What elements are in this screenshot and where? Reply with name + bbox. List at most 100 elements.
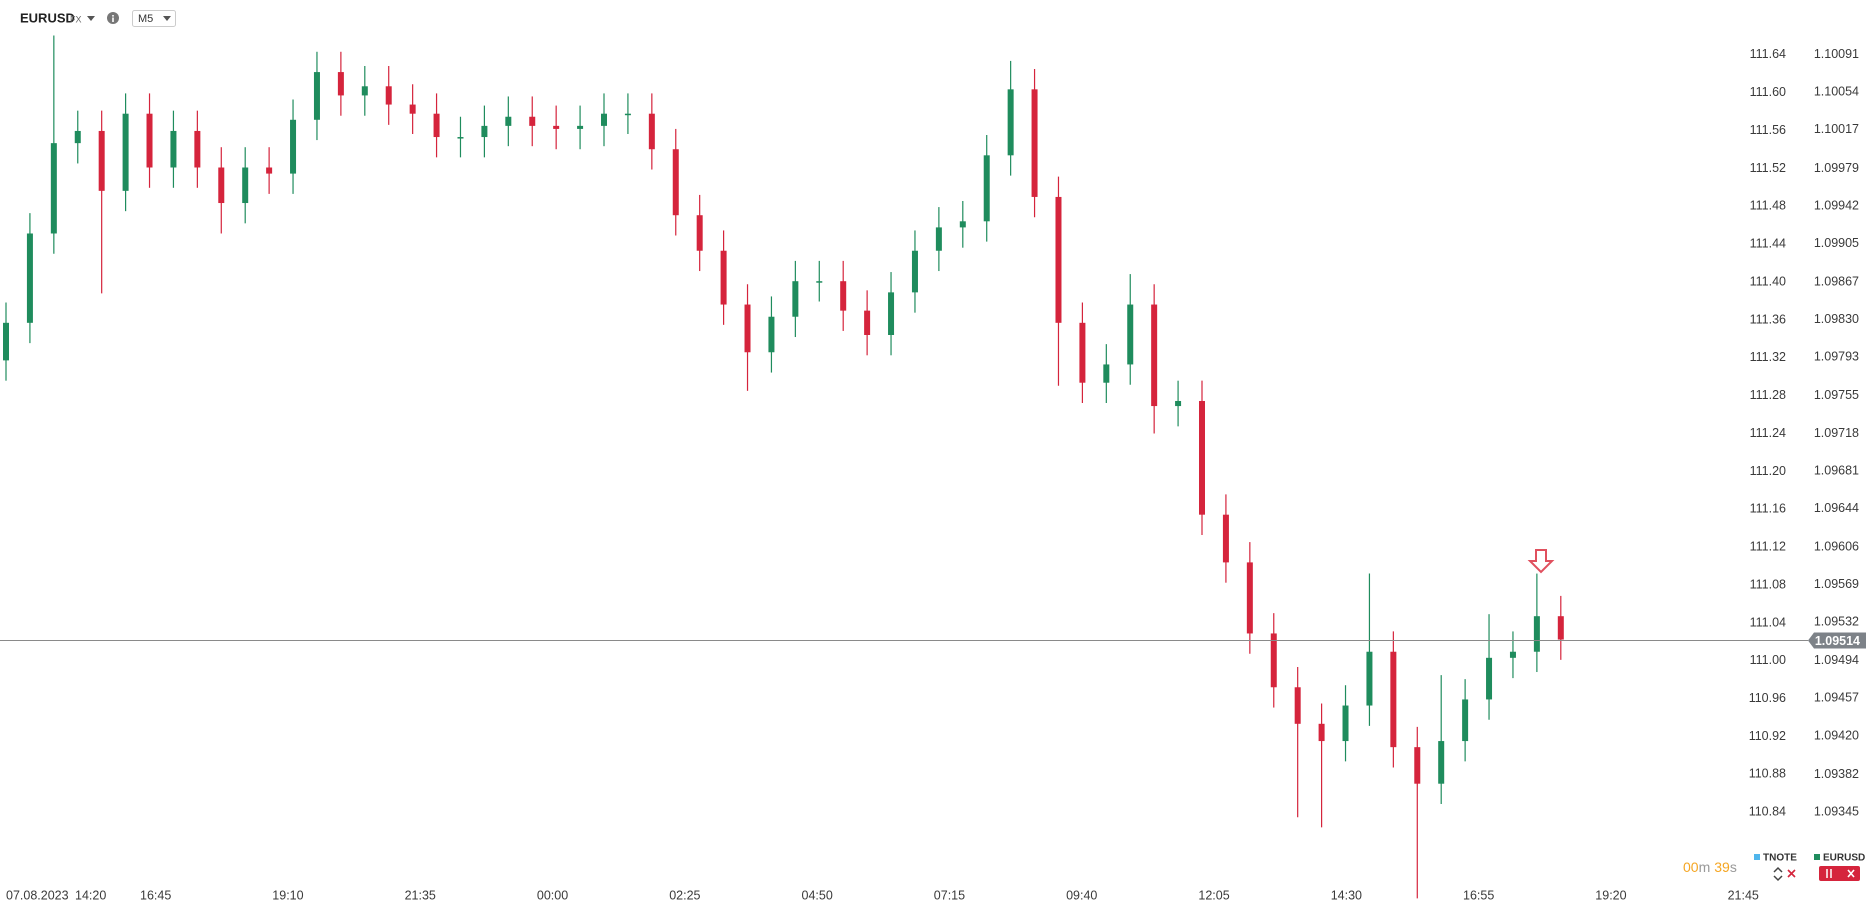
candle-body xyxy=(672,149,679,216)
candle-body xyxy=(290,119,297,174)
candle-body xyxy=(935,227,942,251)
candle-body xyxy=(744,304,751,353)
y2-tick-label: 111.36 xyxy=(1750,312,1786,326)
close-button[interactable] xyxy=(1819,866,1860,881)
candle-body xyxy=(864,310,871,335)
candle-body xyxy=(1151,304,1158,407)
candle-body xyxy=(505,116,512,126)
candle-body xyxy=(194,130,201,168)
candle-body xyxy=(577,125,584,129)
y2-tick-label: 111.60 xyxy=(1750,85,1786,99)
x-tick-label: 07:15 xyxy=(934,888,965,902)
y-tick-label: 1.10017 xyxy=(1814,122,1859,136)
last-price-tag xyxy=(1808,632,1866,649)
y2-tick-label: 110.84 xyxy=(1749,805,1786,819)
timer-minute-unit: m xyxy=(1699,859,1711,875)
y-tick-label: 1.09979 xyxy=(1814,161,1859,175)
candle-body xyxy=(218,167,225,204)
candle-body xyxy=(481,125,488,138)
timer-second-unit: s xyxy=(1730,859,1737,875)
candle-body xyxy=(624,113,631,116)
y2-tick-label: 111.04 xyxy=(1750,615,1786,629)
x-tick-label: 21:35 xyxy=(405,888,436,902)
y-tick-label: 1.09681 xyxy=(1814,463,1859,477)
y-tick-label: 1.10091 xyxy=(1814,47,1859,61)
y-tick-label: 1.09382 xyxy=(1814,767,1859,781)
candle-body xyxy=(1007,89,1014,156)
candle-body xyxy=(816,281,823,283)
move-icon[interactable] xyxy=(1773,866,1783,882)
candle-body xyxy=(457,137,464,139)
candle-body xyxy=(1294,687,1301,724)
y-tick-label: 1.09532 xyxy=(1814,615,1859,629)
candle-body xyxy=(1318,723,1325,742)
candle-body xyxy=(1366,651,1373,706)
y-tick-label: 1.09793 xyxy=(1814,350,1859,364)
last-price-label: 1.09514 xyxy=(1815,634,1860,648)
candle-body xyxy=(792,281,799,317)
legend-swatch xyxy=(1754,854,1760,860)
x-tick-label: 14:30 xyxy=(1331,888,1362,902)
candle-body xyxy=(1462,699,1469,742)
candle-body xyxy=(170,130,177,168)
symbol-dropdown[interactable] xyxy=(87,16,95,21)
candle-body xyxy=(1438,741,1445,784)
y2-tick-label: 111.16 xyxy=(1750,502,1786,516)
info-bar xyxy=(112,17,114,22)
y2-tick-label: 111.64 xyxy=(1750,47,1786,61)
timer-seconds: 39 xyxy=(1714,859,1730,875)
y-tick-label: 1.09644 xyxy=(1814,501,1859,515)
timer-minutes: 00 xyxy=(1683,859,1699,875)
y2-tick-label: 110.88 xyxy=(1749,767,1786,781)
candle-body xyxy=(1533,616,1540,652)
candle-body xyxy=(720,250,727,305)
y-tick-label: 1.09606 xyxy=(1814,539,1859,553)
candle-body xyxy=(1557,616,1564,640)
candle-timer: 00m 39s xyxy=(1683,859,1737,875)
y-tick-label: 1.10054 xyxy=(1814,85,1859,99)
x-tick-label: 19:10 xyxy=(272,888,303,902)
x-tick-label: 16:55 xyxy=(1463,888,1494,902)
candle-body xyxy=(888,292,895,335)
remove-icon[interactable] xyxy=(1787,869,1796,878)
x-tick-label: 14:20 xyxy=(75,888,106,902)
candle-body xyxy=(1127,304,1134,365)
x-tick-label: 00:00 xyxy=(537,888,568,902)
x-tick-label: 12:05 xyxy=(1198,888,1229,902)
candle-body xyxy=(1509,651,1516,658)
y-tick-label: 1.09420 xyxy=(1814,728,1859,742)
info-dot xyxy=(112,15,114,17)
y2-tick-label: 111.48 xyxy=(1750,199,1786,213)
candle-body xyxy=(1199,400,1205,515)
candle-icon xyxy=(1826,869,1832,878)
y-tick-label: 1.09830 xyxy=(1814,312,1859,326)
candle-body xyxy=(768,316,775,353)
y-tick-label: 1.09457 xyxy=(1814,691,1859,705)
y2-tick-label: 111.08 xyxy=(1750,577,1786,591)
candle-body xyxy=(361,86,368,96)
y2-tick-label: 111.00 xyxy=(1750,653,1786,667)
candle-body xyxy=(98,130,105,191)
candle-body xyxy=(1246,562,1253,634)
candle-body xyxy=(409,104,416,114)
y2-tick-label: 111.32 xyxy=(1750,350,1786,364)
y2-tick-label: 111.24 xyxy=(1750,426,1786,440)
x-tick-label: 07.08.2023 xyxy=(6,888,69,902)
y2-tick-label: 111.52 xyxy=(1750,161,1786,175)
candle-body xyxy=(146,113,153,168)
candle-body xyxy=(50,143,57,234)
candle-body xyxy=(1342,705,1349,742)
y-tick-label: 1.09867 xyxy=(1814,275,1859,289)
timeframe-dropdown[interactable] xyxy=(163,16,171,21)
candle-body xyxy=(1055,196,1062,323)
x-tick-label: 19:20 xyxy=(1595,888,1626,902)
candle-body xyxy=(433,113,440,138)
signal-arrow xyxy=(1527,549,1555,574)
candle-body xyxy=(1270,633,1277,688)
symbol[interactable]: EURUSD xyxy=(20,10,75,25)
candle-body xyxy=(1103,364,1110,383)
candle-body xyxy=(3,322,9,361)
legend: TNOTE EURUSD xyxy=(1754,853,1865,864)
timeframe-select[interactable] xyxy=(132,10,176,27)
